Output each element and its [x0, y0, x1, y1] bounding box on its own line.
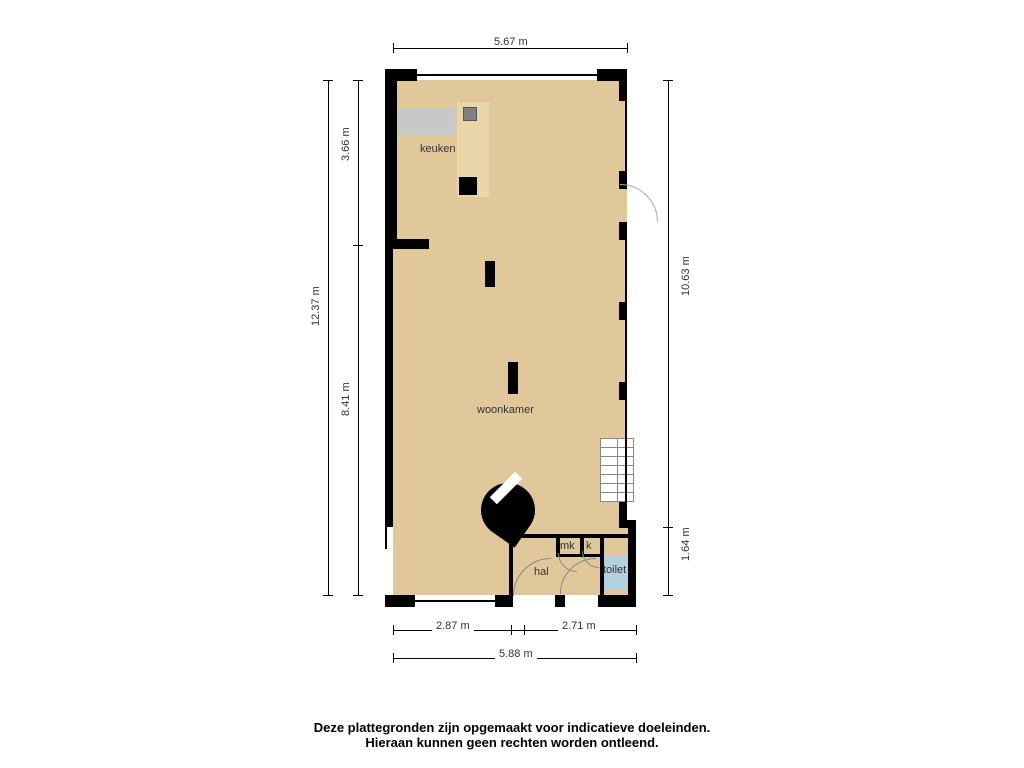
dim-bi-tick2: [511, 625, 512, 635]
wall-left-upper: [385, 69, 397, 239]
dim-right-lower: 1.64 m: [680, 523, 692, 565]
wall-right-pilaster2: [619, 222, 627, 240]
dim-li-tick2: [353, 245, 363, 246]
column-upper: [485, 261, 495, 287]
label-woonkamer: woonkamer: [477, 404, 534, 416]
dim-bi-tick3: [524, 625, 525, 635]
dim-left-upper: 3.66 m: [340, 123, 352, 165]
wall-bottom-window: [415, 600, 495, 602]
label-k: k: [586, 540, 592, 552]
kitchen-island-end: [459, 177, 477, 195]
wall-bottom-3: [555, 595, 565, 607]
wall-right-bottom-upper: [619, 502, 627, 528]
disclaimer-line1: Deze plattegronden zijn opgemaakt voor i…: [0, 720, 1024, 735]
floorplan-stage: keuken woonkamer hal toilet mk k 5.67 m …: [0, 0, 1024, 768]
dim-r-tick3: [663, 595, 673, 596]
dim-bo-tick2: [636, 653, 637, 663]
disclaimer: Deze plattegronden zijn opgemaakt voor i…: [0, 720, 1024, 750]
wall-left-jog: [385, 239, 429, 249]
wall-right-lower: [628, 520, 636, 600]
dim-top-line: [393, 48, 627, 49]
column-lower: [508, 362, 518, 394]
wall-left-thin: [385, 249, 387, 549]
label-hal: hal: [534, 566, 549, 578]
dim-bottom-full: 5.88 m: [495, 648, 537, 660]
label-toilet: toilet: [603, 564, 626, 576]
label-keuken: keuken: [420, 143, 455, 155]
dim-r-tick2: [663, 527, 673, 528]
wall-right-pilaster4: [619, 382, 627, 400]
dim-top: 5.67 m: [490, 36, 532, 48]
wall-hal-top: [509, 534, 635, 538]
wall-right-seg1: [619, 69, 627, 101]
dim-bo-tick1: [393, 653, 394, 663]
wall-bottom-2: [495, 595, 513, 607]
kitchen-cooktop: [463, 107, 477, 121]
dim-lo-tick1: [323, 80, 333, 81]
dim-left-inner-line: [358, 80, 359, 595]
dim-lo-tick2: [323, 595, 333, 596]
dim-left-full: 12.37 m: [310, 282, 322, 330]
wall-right-window2: [625, 240, 627, 302]
dim-r-tick1: [663, 80, 673, 81]
wall-bottom-4: [598, 595, 636, 607]
dim-bottom-right: 2.71 m: [558, 620, 600, 632]
dim-left-lower: 8.41 m: [340, 378, 352, 420]
wall-hal-left: [509, 534, 513, 595]
dim-right-upper: 10.63 m: [680, 252, 692, 300]
wall-top-window: [417, 74, 597, 76]
wall-right-thin3: [625, 320, 627, 382]
dim-top-tick-l: [393, 43, 394, 53]
dim-right-line: [668, 80, 669, 595]
dim-bottom-left: 2.87 m: [432, 620, 474, 632]
disclaimer-line2: Hieraan kunnen geen rechten worden ontle…: [0, 735, 1024, 750]
dim-li-tick1: [353, 80, 363, 81]
stairs: [600, 438, 634, 502]
dim-li-tick3: [353, 595, 363, 596]
kitchen-counter: [393, 108, 455, 135]
wall-bottom-1: [385, 595, 415, 607]
dim-left-outer-line: [328, 80, 329, 595]
dim-bi-tick1: [393, 625, 394, 635]
wall-right-thin4: [625, 400, 627, 502]
wall-right-pilaster3: [619, 302, 627, 320]
dim-top-tick-r: [627, 43, 628, 53]
dim-bi-tick4: [636, 625, 637, 635]
wall-right-window1: [625, 101, 627, 171]
label-mk: mk: [560, 540, 575, 552]
